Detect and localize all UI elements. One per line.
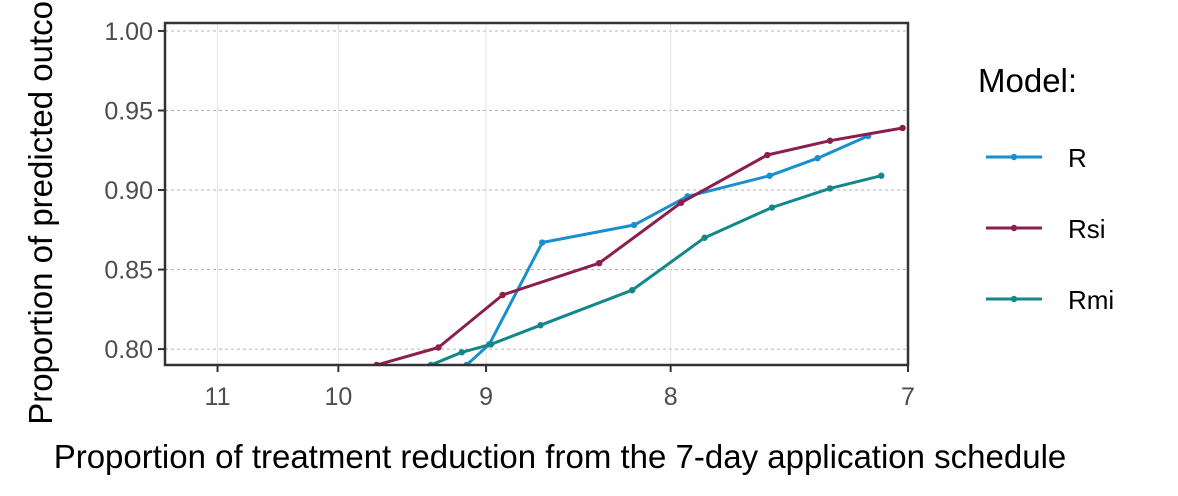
data-point-r — [766, 172, 773, 179]
data-point-rsi — [677, 199, 685, 206]
grid — [165, 23, 909, 365]
y-tick-label: 0.90 — [104, 177, 153, 205]
data-point-rmi — [487, 341, 495, 348]
legend-key-point — [1010, 224, 1018, 232]
plot-panel-border — [163, 21, 910, 367]
data-point-rsi — [826, 137, 834, 144]
legend-label: R — [1068, 143, 1087, 173]
y-tick-label: 1.00 — [104, 18, 153, 46]
data-point-rsi — [595, 259, 603, 267]
legend-title: Model: — [978, 62, 1077, 99]
data-point-rmi — [628, 287, 636, 294]
axes: 0.80 0.85 0.90 0.95 1.00 11 10 9 8 7 — [104, 18, 915, 411]
data-point-r — [814, 155, 821, 162]
legend: Model: R Rsi Rmi — [978, 62, 1114, 315]
data-point-rmi — [701, 234, 708, 241]
data-point-rsi — [435, 344, 442, 351]
series-group — [373, 124, 906, 365]
data-point-rmi — [768, 204, 776, 211]
data-point-rmi — [458, 349, 466, 356]
data-point-rmi — [826, 185, 834, 192]
y-axis-title: Proportion of predicted outcome — [22, 0, 59, 425]
legend-label: Rmi — [1068, 285, 1114, 315]
data-point-rsi — [899, 124, 906, 132]
data-point-rsi — [499, 291, 506, 299]
data-point-rmi — [878, 172, 885, 179]
y-tick-label: 0.85 — [104, 257, 153, 285]
legend-label: Rsi — [1068, 214, 1106, 244]
data-point-r — [630, 221, 638, 229]
x-tick-label: 7 — [901, 383, 915, 411]
x-tick-label: 9 — [479, 383, 493, 411]
series-line-rsi — [376, 126, 903, 365]
series-line-rmi — [430, 174, 882, 365]
legend-key-point — [1010, 153, 1018, 161]
y-tick-label: 0.80 — [104, 336, 153, 364]
x-tick-label: 11 — [205, 383, 231, 411]
series-line-r — [465, 134, 869, 365]
x-tick-label: 10 — [324, 383, 352, 411]
legend-key-point — [1010, 295, 1018, 303]
data-point-r — [539, 239, 546, 246]
data-point-rmi — [537, 322, 544, 329]
y-tick-label: 0.95 — [104, 97, 153, 125]
data-point-rsi — [764, 151, 771, 159]
x-tick-label: 8 — [664, 383, 678, 411]
x-axis-title: Proportion of treatment reduction from t… — [54, 438, 1067, 475]
